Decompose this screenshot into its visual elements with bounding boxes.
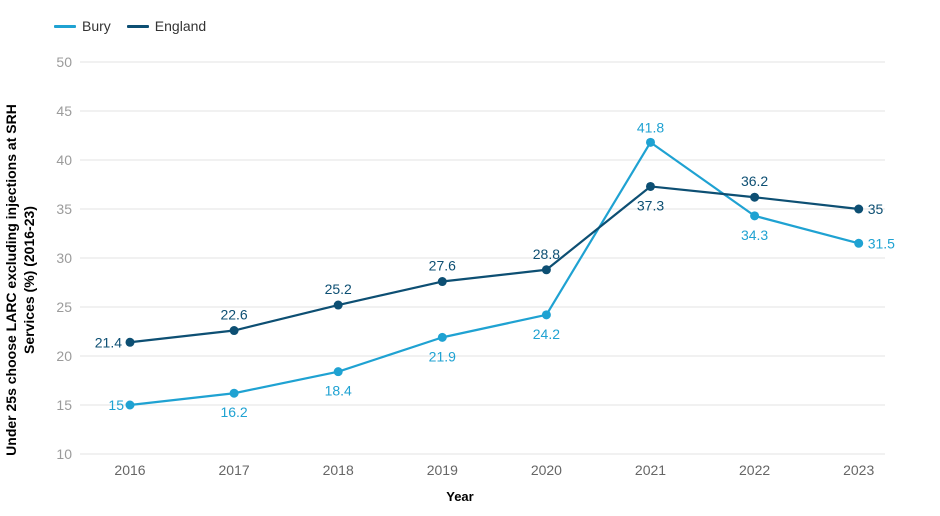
data-label: 18.4: [325, 383, 352, 399]
data-label: 16.2: [220, 404, 247, 420]
data-label: 21.9: [429, 348, 456, 364]
legend-label-england: England: [154, 18, 207, 34]
data-point: [333, 367, 343, 377]
data-point: [750, 211, 760, 221]
x-tick-label: 2020: [531, 462, 562, 478]
y-tick-label: 40: [56, 152, 72, 168]
data-point: [125, 400, 135, 410]
data-point: [854, 238, 864, 248]
data-point: [541, 265, 551, 275]
x-tick-label: 2017: [219, 462, 250, 478]
x-tick-label: 2022: [739, 462, 770, 478]
data-point: [229, 326, 239, 336]
data-label: 37.3: [637, 197, 664, 213]
x-tick-label: 2018: [323, 462, 354, 478]
legend: Bury England: [54, 18, 206, 34]
data-label: 28.8: [533, 246, 560, 262]
data-point: [437, 332, 447, 342]
data-label: 27.6: [429, 258, 456, 274]
data-label: 24.2: [533, 326, 560, 342]
legend-label-bury: Bury: [82, 18, 111, 34]
y-axis-label: Under 25s choose LARC excluding injectio…: [3, 104, 37, 456]
data-label: 15: [108, 397, 124, 413]
data-label: 34.3: [741, 227, 768, 243]
data-point: [646, 137, 655, 147]
x-tick-label: 2021: [635, 462, 666, 478]
data-point: [541, 310, 551, 320]
data-point: [750, 192, 760, 202]
data-point: [229, 388, 239, 398]
x-axis-label: Year: [446, 489, 474, 504]
data-point: [437, 277, 447, 287]
data-label: 36.2: [741, 173, 768, 189]
legend-item-bury[interactable]: Bury: [54, 18, 111, 34]
y-tick-label: 50: [56, 54, 72, 70]
data-label: 22.6: [220, 307, 247, 323]
y-tick-label: 25: [56, 299, 72, 315]
legend-swatch-bury: [54, 24, 76, 28]
y-tick-label: 45: [56, 103, 72, 119]
data-point: [125, 337, 135, 347]
data-label: 25.2: [325, 281, 352, 297]
data-point: [646, 181, 655, 191]
series-line-bury: [129, 141, 859, 407]
data-label: 41.8: [637, 119, 664, 135]
data-label: 21.4: [95, 334, 122, 350]
y-tick-label: 10: [56, 446, 72, 462]
x-tick-label: 2023: [843, 462, 874, 478]
data-label: 35: [868, 201, 884, 217]
x-tick-label: 2019: [427, 462, 458, 478]
data-point: [333, 300, 343, 310]
legend-swatch-england: [126, 24, 149, 28]
x-tick-label: 2016: [114, 462, 145, 478]
y-tick-label: 20: [56, 348, 72, 364]
series-line-england: [129, 185, 859, 344]
y-tick-label: 35: [56, 201, 72, 217]
legend-item-england[interactable]: England: [126, 18, 207, 34]
data-label: 31.5: [868, 235, 895, 251]
data-point: [854, 204, 864, 214]
y-tick-label: 30: [56, 250, 72, 266]
y-tick-label: 15: [56, 397, 72, 413]
